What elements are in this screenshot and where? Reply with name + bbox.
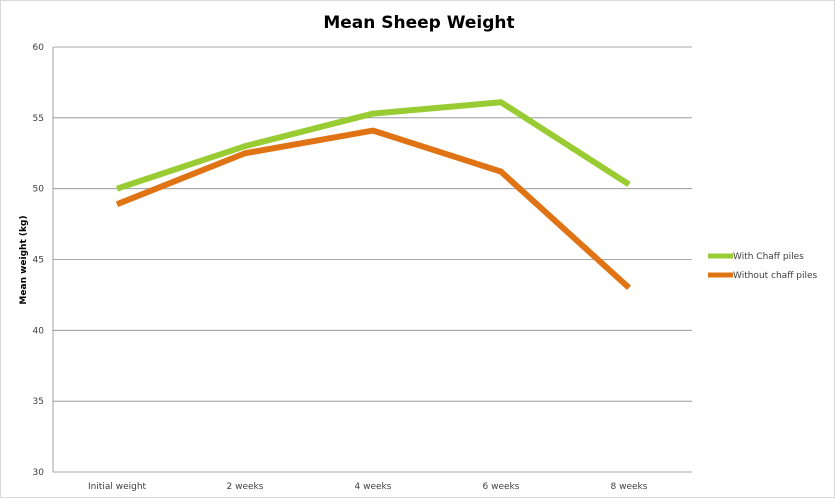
x-tick-label: 8 weeks	[611, 482, 648, 492]
legend: With Chaff piles Without chaff piles	[708, 252, 818, 281]
y-tick-label: 40	[33, 326, 45, 336]
x-axis-ticks: Initial weight 2 weeks 4 weeks 6 weeks 8 wee…	[88, 482, 648, 492]
x-tick-label: 4 weeks	[355, 482, 392, 492]
legend-label: Without chaff piles	[733, 271, 818, 281]
y-tick-label: 35	[33, 397, 44, 407]
y-tick-label: 30	[33, 468, 45, 478]
x-tick-label: Initial weight	[88, 482, 147, 492]
x-tick-label: 6 weeks	[483, 482, 520, 492]
series-line-1	[116, 99, 631, 192]
y-axis-title: Mean weight (kg)	[19, 215, 29, 304]
legend-label: With Chaff piles	[733, 252, 804, 262]
series-line-2	[115, 127, 632, 291]
y-tick-label: 60	[33, 43, 45, 53]
y-tick-label: 45	[33, 256, 44, 266]
y-axis-ticks: 30 35 40 45 50 55 60	[33, 43, 45, 478]
chart-title: Mean Sheep Weight	[323, 13, 514, 33]
y-tick-label: 50	[33, 185, 45, 195]
x-tick-label: 2 weeks	[227, 482, 264, 492]
series-lines	[115, 99, 632, 291]
y-tick-label: 55	[33, 114, 44, 124]
